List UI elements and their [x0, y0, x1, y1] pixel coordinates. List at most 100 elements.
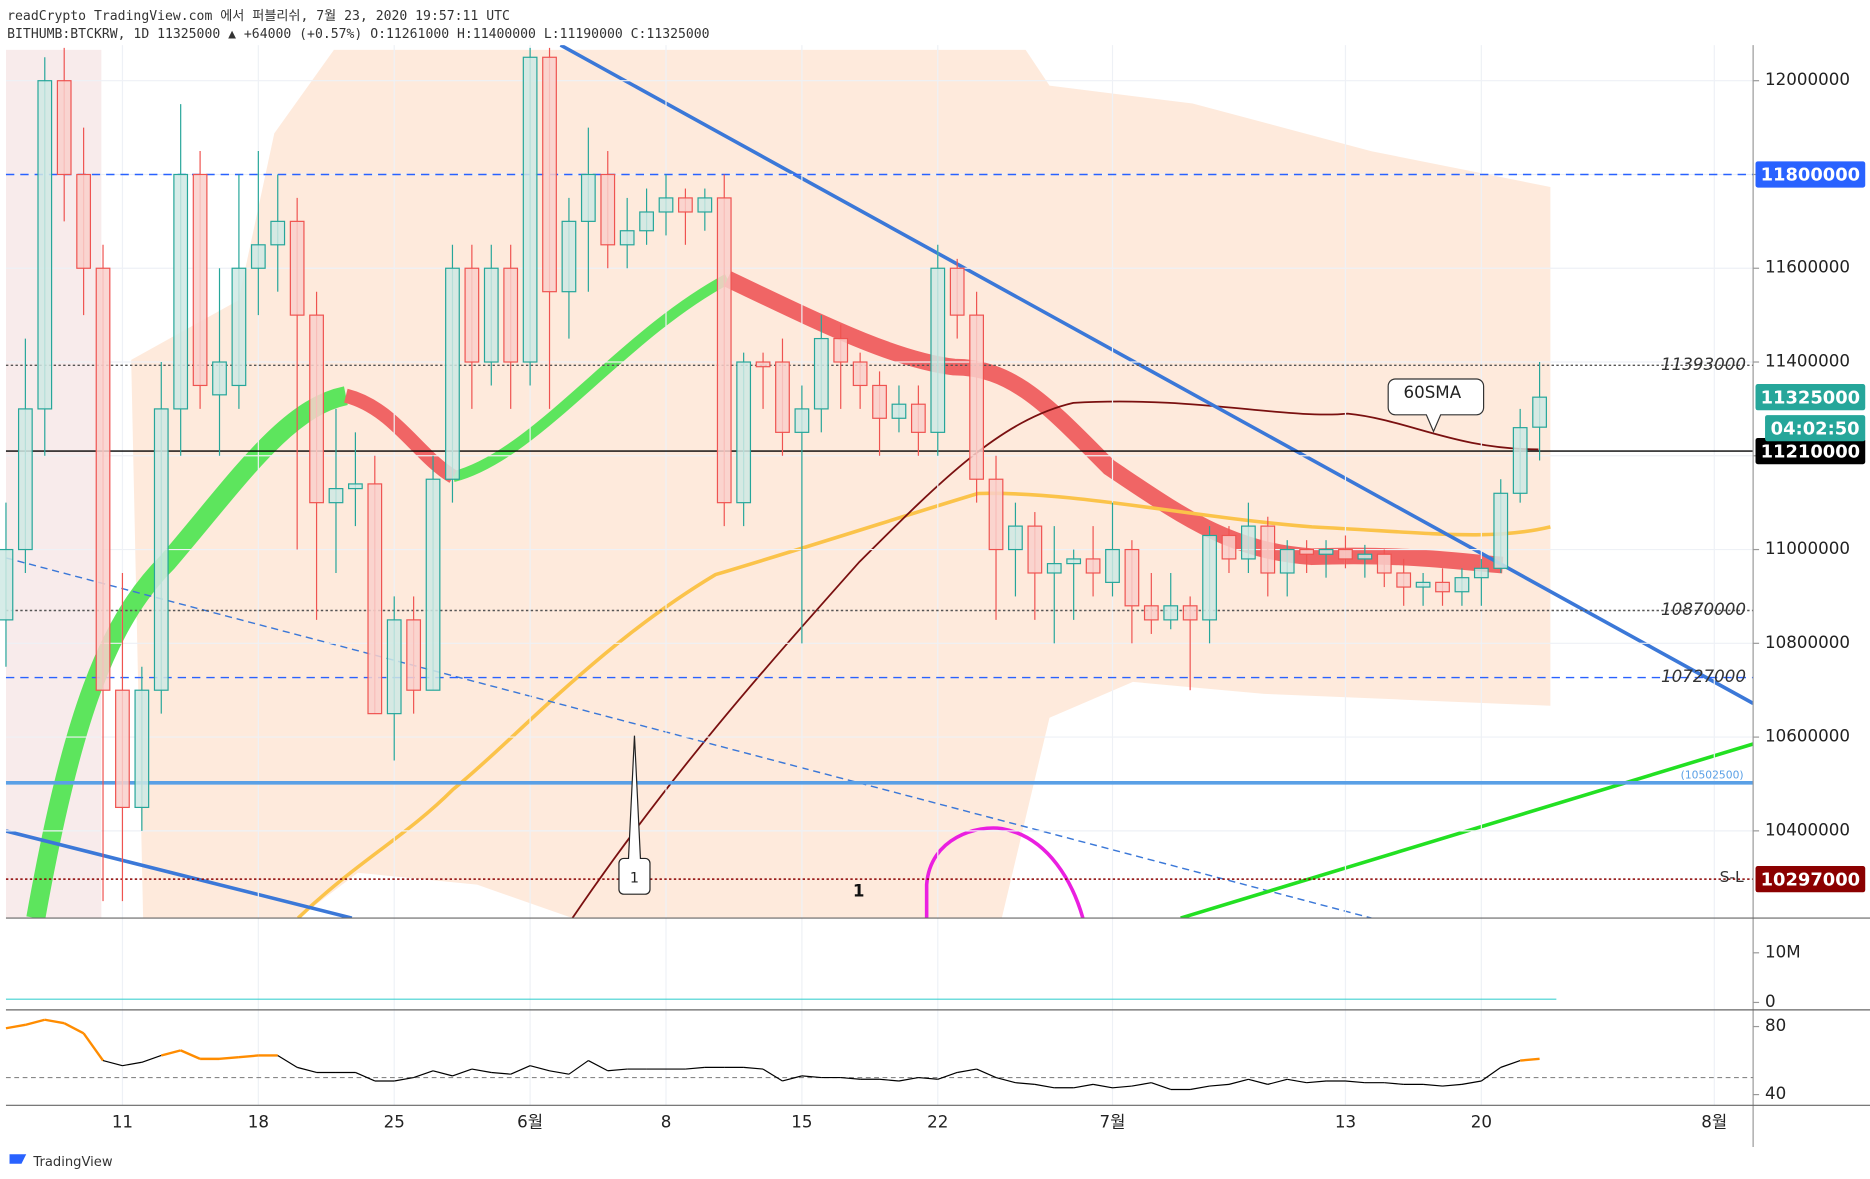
x-tick-label: 11 — [112, 1113, 133, 1132]
y-tick-label: 40 — [1765, 1084, 1786, 1103]
annotation: 60SMA — [1403, 383, 1461, 402]
rsi-segment — [976, 1068, 997, 1079]
candle-body — [1124, 548, 1140, 607]
rsi-segment — [588, 1060, 609, 1072]
candle-body — [736, 361, 752, 504]
candle-body — [95, 267, 111, 691]
candle-body — [910, 403, 926, 433]
candle-body — [1240, 525, 1256, 560]
cloud — [131, 49, 1551, 919]
candle-body — [483, 267, 499, 363]
price-label: (10502500) — [1681, 769, 1744, 782]
rsi-segment — [937, 1071, 958, 1080]
rsi-segment — [102, 1059, 123, 1067]
candle-body — [1396, 572, 1412, 588]
y-tick-label: 80 — [1765, 1016, 1786, 1035]
rsi-segment — [1190, 1085, 1210, 1091]
rsi-segment — [82, 1032, 104, 1062]
rsi-segment — [918, 1076, 938, 1080]
rsi-segment — [898, 1076, 919, 1082]
candle-body — [1376, 553, 1392, 574]
x-tick-label: 18 — [248, 1113, 269, 1132]
rsi-segment — [1287, 1078, 1307, 1084]
candle-body — [1318, 548, 1334, 555]
rsi-segment — [1520, 1057, 1540, 1062]
candle-body — [1338, 548, 1353, 560]
price-label: 11393000 — [1661, 355, 1746, 374]
candle-body — [600, 173, 616, 246]
candle-body — [639, 211, 654, 232]
rsi-segment — [160, 1049, 181, 1057]
rsi-segment — [1015, 1082, 1035, 1085]
x-tick-label: 22 — [927, 1113, 948, 1132]
rsi-segment — [510, 1065, 531, 1075]
candle-body — [231, 267, 247, 387]
candle-body — [580, 173, 596, 222]
rsi-segment — [1384, 1082, 1404, 1085]
candle-body — [1163, 605, 1179, 621]
candle-body — [1357, 553, 1373, 560]
header-line: readCrypto TradingView.com 에서 퍼블리쉬, 7월 2… — [7, 8, 510, 24]
trendline — [559, 45, 1754, 705]
price-label: 10870000 — [1661, 600, 1746, 619]
candle-body — [250, 244, 266, 269]
candle-body — [503, 267, 519, 363]
watermark: TradingView — [32, 1155, 112, 1170]
x-tick-label: 15 — [791, 1113, 812, 1132]
y-tick-label: 0 — [1765, 992, 1776, 1011]
rsi-segment — [413, 1070, 434, 1079]
rsi-segment — [1092, 1083, 1113, 1089]
rsi-segment — [1073, 1083, 1094, 1089]
candle-body — [464, 267, 480, 363]
candle-body — [697, 197, 713, 213]
price-label-box — [1755, 161, 1866, 188]
indicators — [5, 45, 1754, 919]
candle-body — [1279, 548, 1295, 574]
price-label: 11210000 — [1761, 441, 1861, 462]
rsi-segment — [1112, 1085, 1132, 1089]
y-tick-label: 11000000 — [1765, 539, 1850, 558]
price-label-box — [1755, 384, 1866, 411]
rsi-segment — [238, 1054, 259, 1059]
candle-body — [192, 173, 208, 387]
rsi-segment — [1481, 1066, 1502, 1082]
candle-body — [56, 80, 72, 176]
rsi-segment — [25, 1018, 46, 1027]
rsi-segment — [394, 1076, 414, 1082]
candle-body — [561, 220, 577, 293]
candle-body — [949, 267, 965, 316]
candle-body — [1493, 492, 1509, 569]
rsi-segment — [471, 1068, 492, 1074]
red-band — [723, 271, 1504, 574]
candle-body — [833, 337, 849, 363]
price-label-box — [1755, 437, 1866, 465]
price-label: 10297000 — [1761, 869, 1861, 890]
rsi-segment — [1131, 1082, 1152, 1087]
rsi-segment — [1500, 1060, 1521, 1068]
y-tick-label: 11400000 — [1765, 352, 1850, 371]
rsi-segment — [801, 1075, 822, 1079]
candle-body — [153, 408, 169, 691]
rsi-segment — [1209, 1083, 1230, 1087]
y-tick-label: 11600000 — [1765, 258, 1850, 277]
candle-body — [1221, 534, 1237, 560]
candle-body — [969, 314, 984, 480]
rsi-segment — [568, 1060, 589, 1075]
candle-body — [1260, 525, 1276, 574]
candle-body — [173, 173, 189, 410]
candle-body — [0, 548, 14, 621]
x-tick-label: 13 — [1335, 1113, 1356, 1132]
rsi-segment — [297, 1066, 317, 1074]
candle-body — [1435, 581, 1450, 593]
y-tick-label: 10400000 — [1765, 820, 1850, 839]
trendline — [5, 829, 353, 919]
rsi-segment — [1034, 1083, 1055, 1089]
candle-body — [289, 220, 305, 316]
logo — [9, 1154, 27, 1164]
candle-body — [309, 314, 324, 504]
arc — [924, 826, 1085, 919]
callout — [1387, 378, 1485, 433]
candle-body — [1202, 534, 1217, 621]
annotation: 1 — [853, 881, 865, 900]
x-tick-label: 8 — [661, 1113, 672, 1132]
